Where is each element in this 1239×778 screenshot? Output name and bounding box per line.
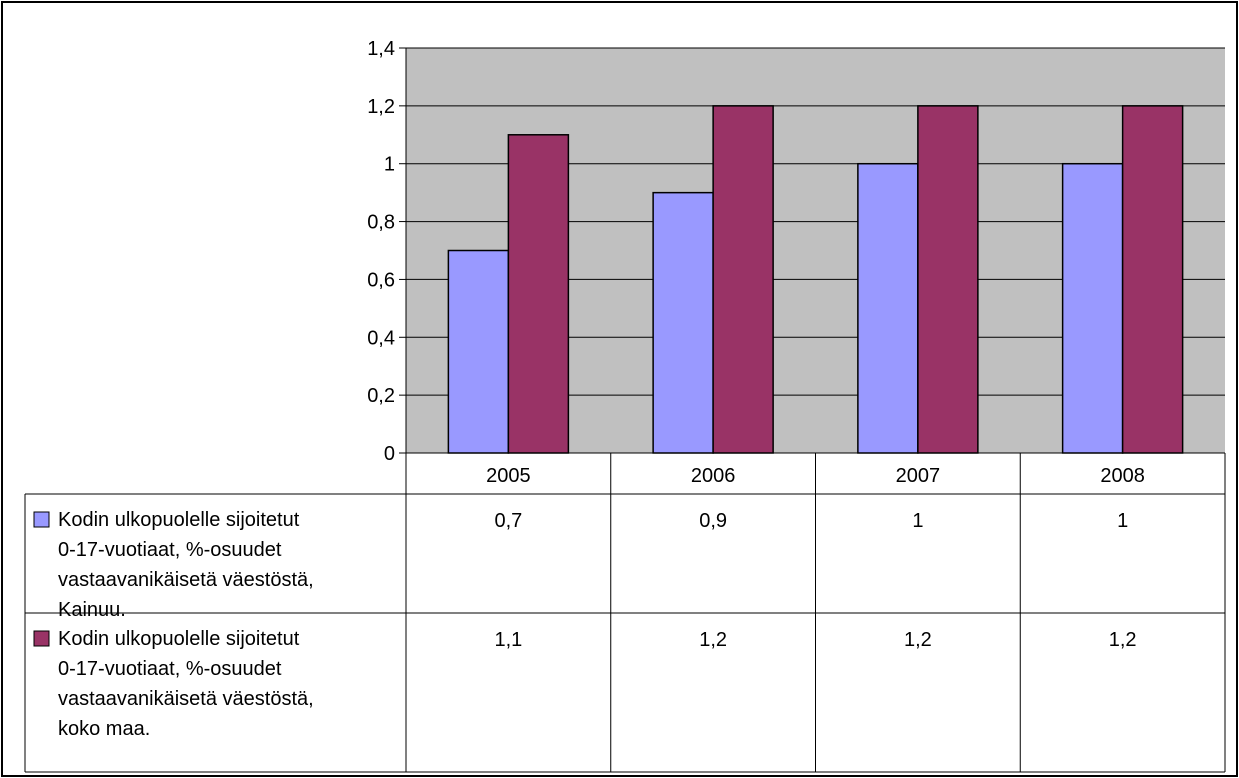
data-label: 0,7 bbox=[494, 510, 522, 532]
row-label-line: 0-17-vuotiaat, %-osuudet bbox=[58, 658, 282, 680]
data-label: 0,9 bbox=[699, 510, 727, 532]
row-label-line: Kainuu. bbox=[58, 599, 126, 621]
data-label: 1 bbox=[912, 510, 923, 532]
y-tick-label: 0 bbox=[384, 443, 395, 465]
x-tick-label: 2008 bbox=[1100, 465, 1145, 487]
legend-swatch-series1 bbox=[33, 511, 50, 528]
row-label-line: Kodin ulkopuolelle sijoitetut bbox=[58, 628, 300, 650]
bar-series1-2006 bbox=[652, 191, 714, 454]
y-tick-label: 1,4 bbox=[367, 38, 395, 60]
row-label-line: 0-17-vuotiaat, %-osuudet bbox=[58, 539, 282, 561]
data-label: 1 bbox=[1117, 510, 1128, 532]
row-label-line: vastaavanikäisetä väestöstä, bbox=[58, 569, 314, 591]
data-label: 1,2 bbox=[1109, 629, 1137, 651]
bar-series1-2008 bbox=[1061, 162, 1124, 454]
bar-series2-2007 bbox=[917, 105, 979, 454]
x-tick-label: 2006 bbox=[691, 465, 736, 487]
bar-series2-2008 bbox=[1121, 105, 1184, 454]
row-label-line: Kodin ulkopuolelle sijoitetut bbox=[58, 509, 300, 531]
y-tick-label: 0,2 bbox=[367, 385, 395, 407]
x-tick-label: 2005 bbox=[486, 465, 531, 487]
bar-series2-2005 bbox=[507, 134, 570, 454]
y-tick-label: 0,6 bbox=[367, 269, 395, 291]
y-tick-label: 1,2 bbox=[367, 96, 395, 118]
y-tick-label: 0,4 bbox=[367, 327, 395, 349]
y-tick-label: 1 bbox=[384, 154, 395, 176]
bar-series2-2006 bbox=[712, 105, 774, 454]
x-tick-label: 2007 bbox=[896, 465, 941, 487]
data-label: 1,2 bbox=[904, 629, 932, 651]
y-tick-label: 0,8 bbox=[367, 212, 395, 234]
row-label-line: vastaavanikäisetä väestöstä, bbox=[58, 688, 314, 710]
data-label: 1,2 bbox=[699, 629, 727, 651]
row-label-line: koko maa. bbox=[58, 718, 150, 740]
legend-swatch-series2 bbox=[33, 630, 50, 647]
bar-series1-2007 bbox=[857, 162, 919, 454]
bar-series1-2005 bbox=[447, 249, 510, 454]
data-label: 1,1 bbox=[494, 629, 522, 651]
